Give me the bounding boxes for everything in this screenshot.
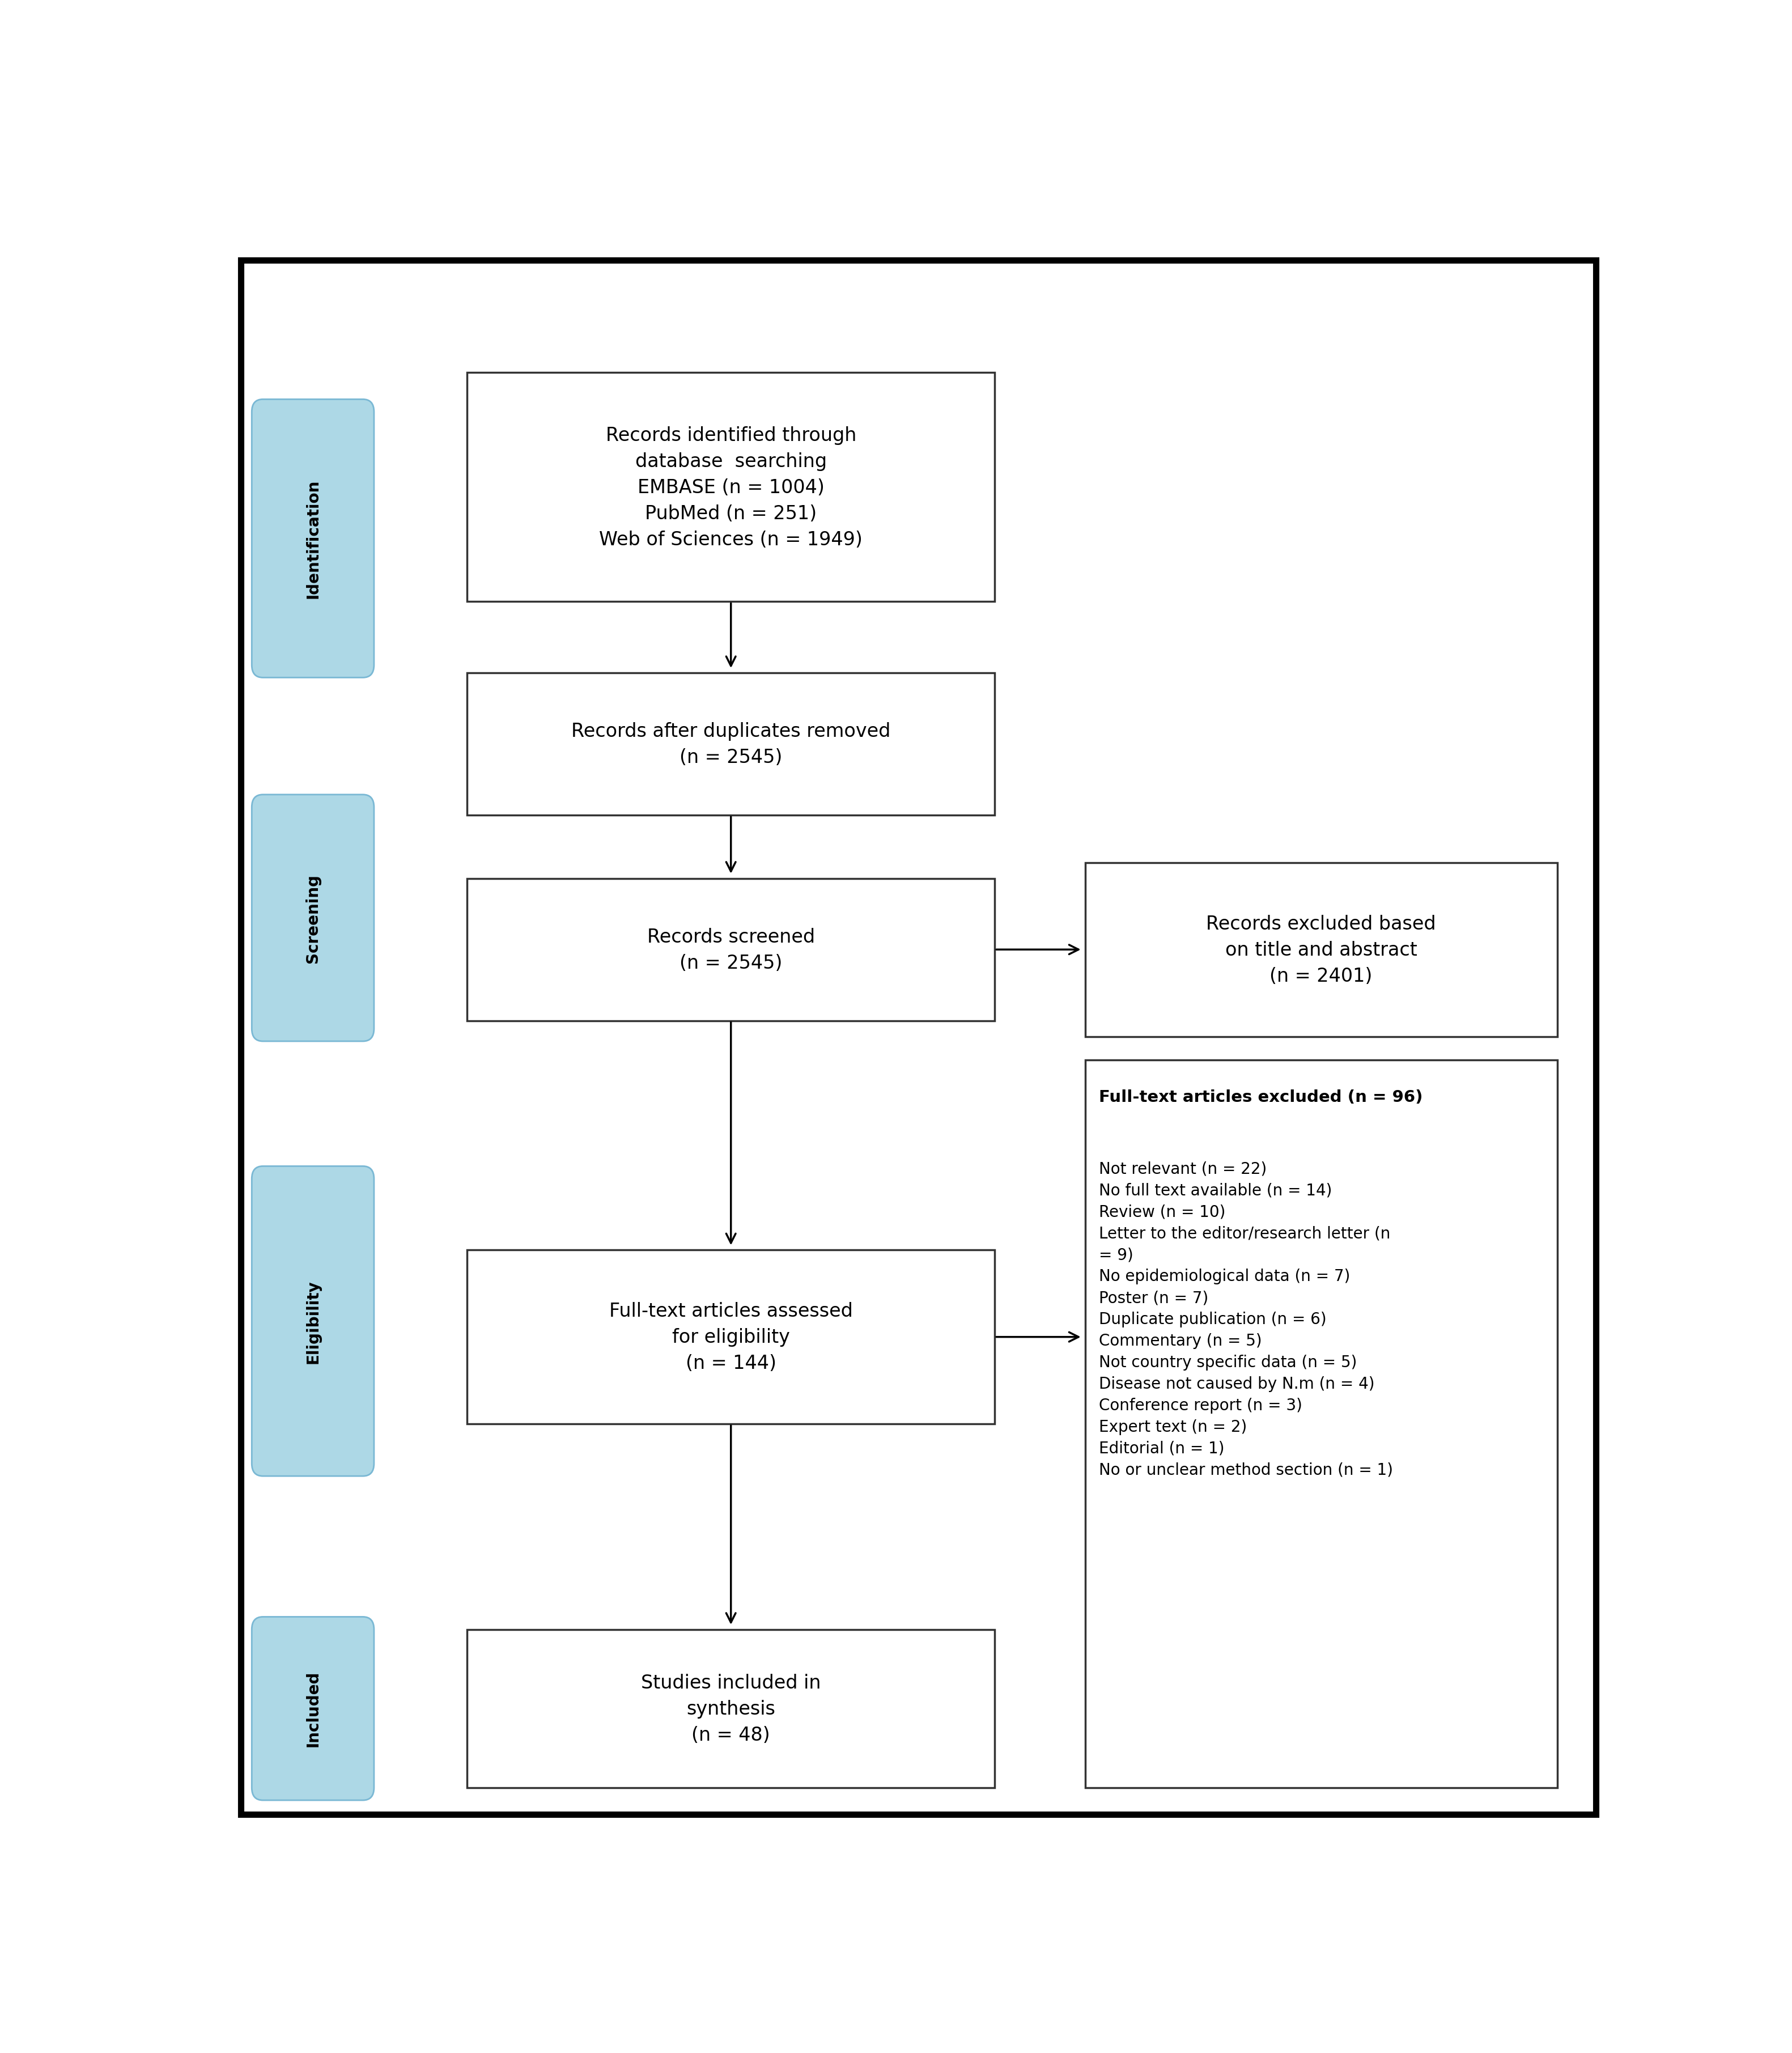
Bar (1086, 1061, 1557, 1788)
Text: Records excluded based
on title and abstract
(n = 2401): Records excluded based on title and abst… (1206, 914, 1435, 985)
Bar (468, 879, 995, 1020)
FancyBboxPatch shape (251, 795, 375, 1041)
Bar (468, 1250, 995, 1425)
Text: Records screened
(n = 2545): Records screened (n = 2545) (647, 928, 815, 973)
Bar (1086, 862, 1557, 1037)
Bar (468, 374, 995, 602)
Text: Records after duplicates removed
(n = 2545): Records after duplicates removed (n = 25… (572, 723, 891, 766)
Text: Not relevant (n = 22)
No full text available (n = 14)
Review (n = 10)
Letter to : Not relevant (n = 22) No full text avail… (1098, 1139, 1392, 1478)
FancyBboxPatch shape (251, 1618, 375, 1800)
Text: Eligibility: Eligibility (305, 1279, 321, 1363)
Text: Included: Included (305, 1671, 321, 1747)
Text: Identification: Identification (305, 478, 321, 597)
Text: Full-text articles excluded (n = 96): Full-text articles excluded (n = 96) (1098, 1088, 1423, 1105)
FancyBboxPatch shape (251, 1166, 375, 1476)
Bar (468, 1630, 995, 1788)
FancyBboxPatch shape (251, 400, 375, 677)
Bar (468, 673, 995, 815)
Text: Full-text articles assessed
for eligibility
(n = 144): Full-text articles assessed for eligibil… (609, 1302, 853, 1373)
Text: Studies included in
synthesis
(n = 48): Studies included in synthesis (n = 48) (642, 1673, 821, 1745)
Text: Screening: Screening (305, 875, 321, 963)
Text: Records identified through
database  searching
EMBASE (n = 1004)
PubMed (n = 251: Records identified through database sear… (599, 425, 862, 548)
